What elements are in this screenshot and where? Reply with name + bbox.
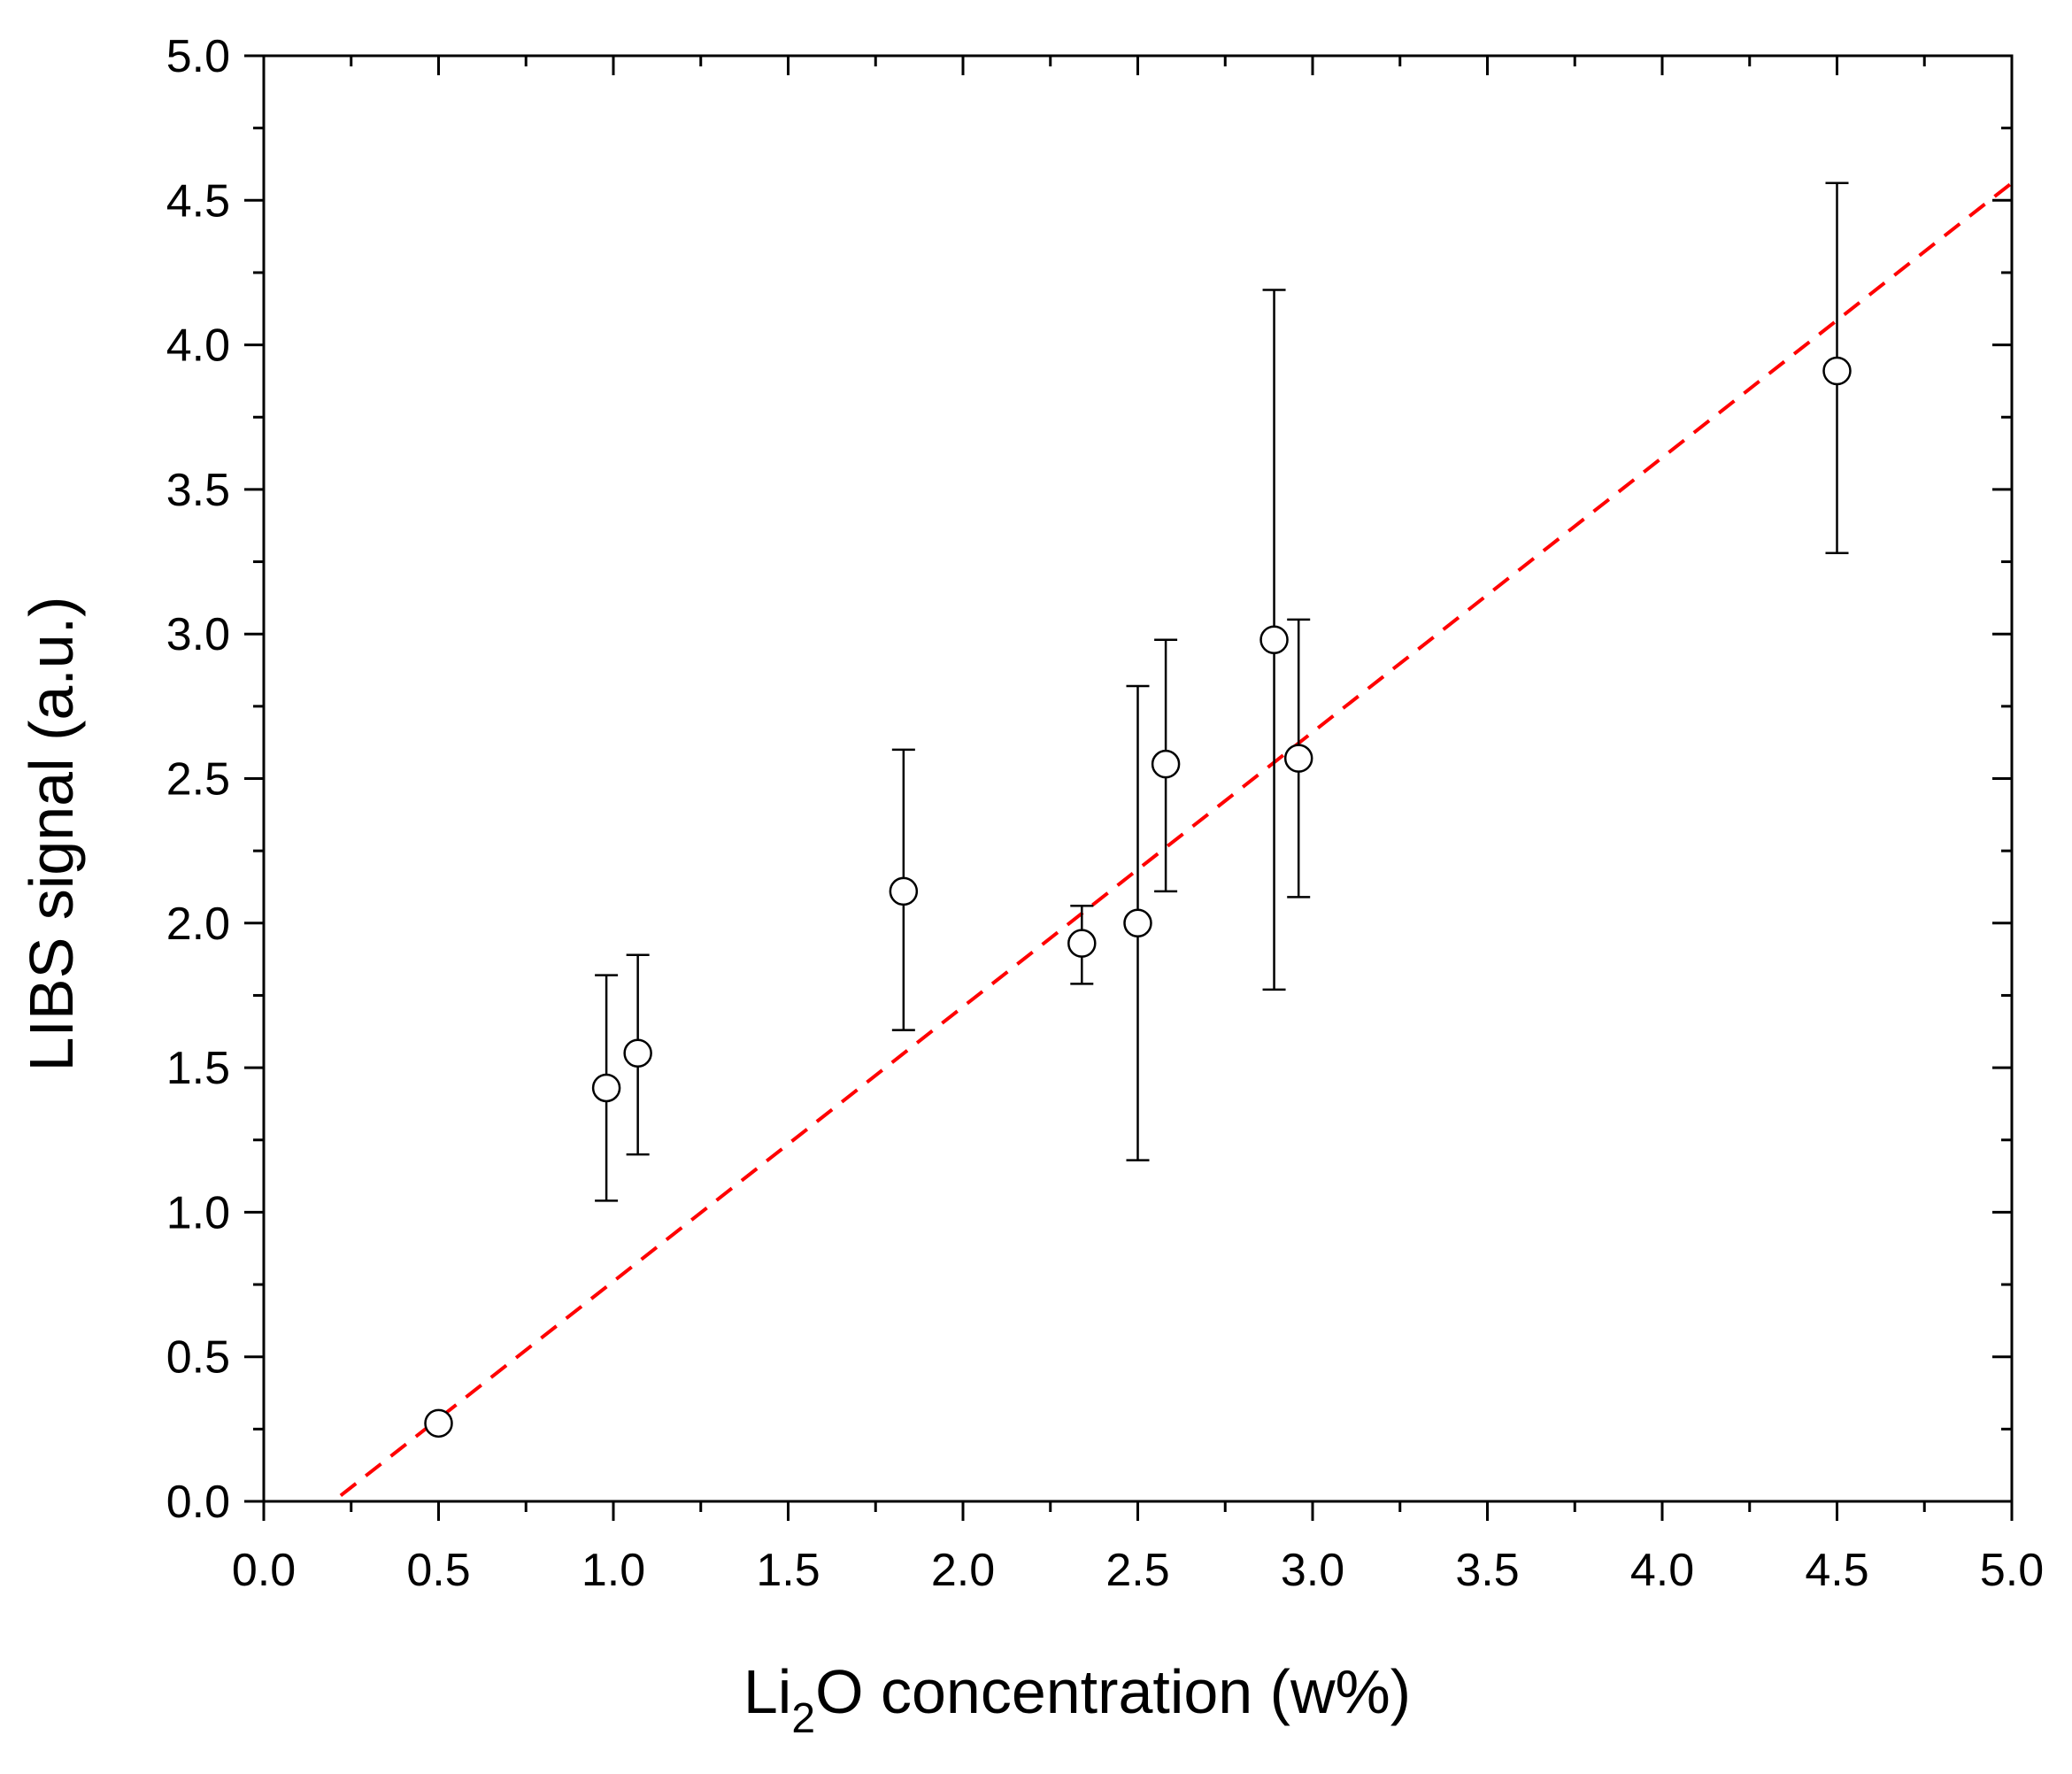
data-point [1067,929,1097,958]
x-tick-label: 0.5 [406,1545,470,1596]
y-tick-label: 0.5 [166,1332,230,1384]
y-tick-label: 4.0 [166,320,230,372]
x-tick-label: 0.0 [232,1545,296,1596]
y-tick-label: 5.0 [166,31,230,82]
x-tick-label: 3.0 [1281,1545,1344,1596]
data-point [623,1038,652,1068]
x-axis-title-subscript: 2 [791,1695,815,1742]
plot-frame [262,54,2014,1503]
y-tick-label: 2.0 [166,899,230,950]
data-point [1822,356,1852,386]
x-tick-label: 5.0 [1980,1545,2044,1596]
x-tick-label: 2.5 [1105,1545,1169,1596]
x-axis-title: Li2O concentration (w%) [743,1657,1411,1742]
x-tick-label: 1.5 [756,1545,820,1596]
data-point [591,1073,621,1103]
fit-layer [339,181,2014,1498]
y-tick-label: 0.0 [166,1477,230,1528]
data-point [424,1408,453,1438]
fit-line [339,181,2014,1498]
x-tick-label: 3.5 [1455,1545,1519,1596]
data-point [1151,749,1181,779]
y-tick-label: 1.0 [166,1187,230,1238]
data-point [1259,625,1289,654]
x-tick-label: 2.0 [931,1545,995,1596]
y-tick-label: 4.5 [166,175,230,227]
x-tick-label: 4.0 [1630,1545,1694,1596]
point-layer [424,356,1852,1438]
data-point [1123,908,1152,938]
data-point [1283,744,1313,773]
y-axis-title: LIBS signal (a.u.) [17,597,86,1072]
y-tick-label: 3.5 [166,465,230,516]
y-tick-label: 3.0 [166,609,230,660]
y-tick-label: 2.5 [166,754,230,806]
x-tick-label: 1.0 [582,1545,645,1596]
x-tick-label: 4.5 [1805,1545,1868,1596]
tick-label-layer: 0.0 0.5 1.0 1.5 2.0 2.5 3.0 3.5 4.0 4.5 5.0 0.0 0.5 1… [166,31,2044,1596]
x-axis-title-prefix: Li [743,1657,791,1726]
y-tick-label: 1.5 [166,1043,230,1094]
data-point [889,876,919,906]
x-axis-title-suffix: O concentration (w%) [815,1657,1411,1726]
